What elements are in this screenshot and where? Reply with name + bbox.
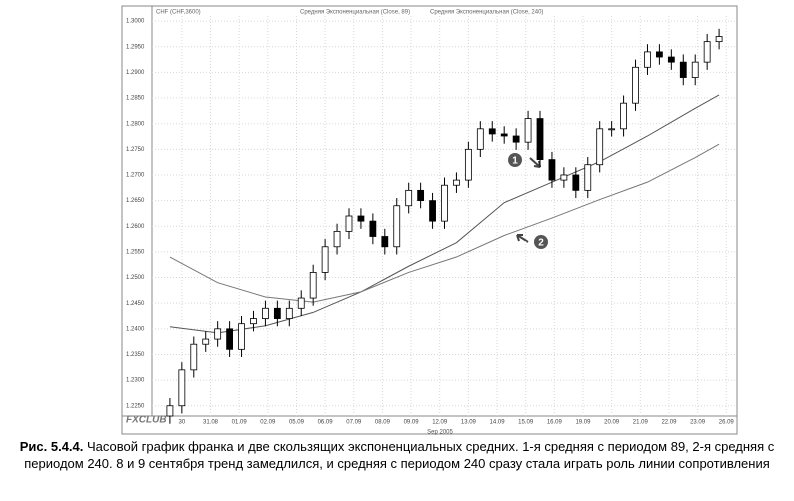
y-tick-label: 1.2550 [126, 249, 145, 255]
candle-body [572, 174, 580, 191]
y-tick-label: 1.2700 [126, 173, 145, 179]
candle-body [405, 189, 413, 207]
x-tick-label: 01.09 [232, 420, 248, 426]
annotation-arrow [516, 234, 529, 243]
candle-body [321, 246, 329, 273]
annotation-badge [534, 235, 548, 249]
legend-entry: Средняя Экспоненциальная (Close, 240) [430, 10, 543, 16]
candle-body [273, 307, 281, 319]
candle-body [297, 297, 305, 309]
annotation-badge [508, 153, 522, 167]
candle-body [309, 272, 317, 299]
candle-body [679, 61, 687, 78]
candle-body [667, 56, 675, 63]
x-axis-title: Sep 2005 [427, 430, 453, 436]
candle-body [441, 184, 448, 222]
candle-body [524, 118, 532, 143]
x-tick-label: 08.09 [375, 420, 391, 426]
y-tick-label: 1.2800 [126, 121, 145, 127]
x-tick-label: 09.09 [404, 420, 420, 426]
y-tick-label: 1.2250 [126, 403, 145, 409]
candle-body [715, 36, 723, 43]
candle-body [536, 118, 544, 160]
y-tick-label: 1.2300 [126, 378, 145, 384]
candle-body [226, 328, 234, 350]
x-tick-label: 20.09 [604, 420, 620, 426]
symbol-label: CHF (CHF,3600) [156, 10, 201, 16]
x-tick-label: 31.08 [203, 420, 219, 426]
x-tick-label: 13.09 [461, 420, 477, 426]
caption: Рис. 5.4.4. Часовой график франка и две … [8, 438, 786, 472]
x-tick-label: 21.09 [633, 420, 649, 426]
candle-body [250, 318, 257, 325]
candle-body [596, 128, 604, 166]
candle-body [703, 41, 711, 63]
y-tick-label: 1.2500 [126, 275, 145, 281]
candle-body [262, 307, 269, 319]
candle-body [369, 220, 377, 237]
candle-body [488, 128, 496, 135]
x-tick-label: 23.09 [690, 420, 706, 426]
x-tick-label: 07.09 [346, 420, 362, 426]
x-tick-label: 26.09 [719, 420, 735, 426]
candle-body [214, 328, 222, 340]
candle-body [166, 405, 174, 417]
x-tick-label: 14.09 [490, 420, 506, 426]
x-tick-label: 16.09 [547, 420, 563, 426]
y-tick-label: 1.2900 [126, 70, 145, 76]
y-tick-label: 1.2600 [126, 224, 145, 230]
y-tick-label: 1.3000 [126, 19, 145, 25]
y-tick-label: 1.2400 [126, 326, 145, 332]
candle-body [560, 174, 568, 181]
y-tick-label: 1.2950 [126, 44, 145, 50]
candle-body [381, 236, 389, 248]
candle-body [500, 133, 508, 137]
chart: CHF (CHF,3600) Средняя Экспоненциальная … [121, 5, 738, 436]
candle-body [417, 189, 425, 202]
candle-body [190, 343, 198, 371]
x-tick-label: 30 [179, 420, 186, 426]
annotation-label: 2 [538, 238, 544, 249]
y-tick-label: 1.2850 [126, 96, 145, 102]
caption-label: Рис. 5.4.4. [19, 439, 84, 454]
candle-body [608, 128, 616, 131]
candle-body [345, 215, 353, 232]
candle-body [691, 61, 699, 78]
watermark: FXCLUB [126, 415, 167, 426]
y-tick-label: 1.2750 [126, 147, 145, 153]
candle-body [285, 307, 293, 319]
candle-body [178, 369, 186, 407]
candle-body [644, 51, 651, 68]
y-tick-label: 1.2450 [126, 301, 145, 307]
x-tick-label: 06.09 [318, 420, 334, 426]
caption-text: Часовой график франка и две скользящих э… [24, 439, 775, 471]
candle-body [655, 51, 663, 58]
legend-entry: Средняя Экспоненциальная (Close, 89) [300, 10, 410, 16]
candle-body [202, 338, 210, 345]
candle-body [632, 66, 639, 104]
y-tick-label: 1.2350 [126, 352, 145, 358]
candle-body [512, 135, 520, 143]
x-tick-label: 19.09 [575, 420, 591, 426]
x-tick-label: 22.09 [661, 420, 677, 426]
annotation-label: 1 [512, 156, 518, 167]
candle-body [584, 164, 592, 191]
candle-body [620, 102, 627, 130]
candle-body [333, 230, 341, 248]
candle-body [548, 159, 556, 181]
candle-body [476, 128, 484, 150]
moving-average-line [169, 143, 720, 303]
x-tick-label: 02.09 [260, 420, 276, 426]
candle-body [393, 205, 401, 248]
x-tick-label: 12.09 [432, 420, 448, 426]
candle-body [453, 179, 460, 186]
candle-body [238, 323, 245, 350]
candle-body [429, 200, 436, 222]
y-tick-label: 1.2650 [126, 198, 145, 204]
x-tick-label: 05.09 [289, 420, 305, 426]
candle-body [464, 148, 472, 181]
x-tick-label: 15.09 [518, 420, 534, 426]
candle-body [357, 215, 365, 222]
